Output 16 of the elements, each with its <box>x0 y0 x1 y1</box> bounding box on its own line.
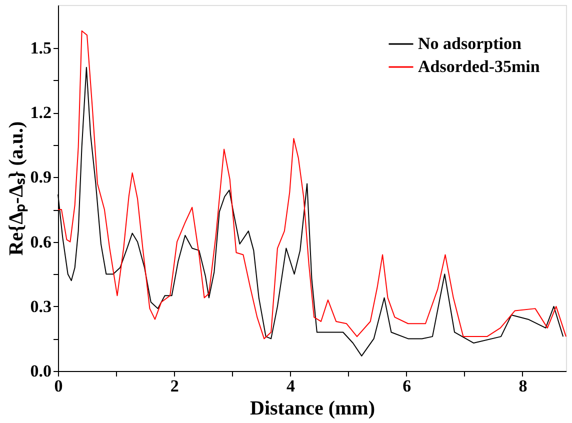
line-series <box>58 30 566 340</box>
y-tick-label: 0.9 <box>30 168 52 187</box>
x-axis-title: Distance (mm) <box>250 398 375 420</box>
y-tick-label: 1.5 <box>30 38 52 58</box>
x-tick-label: 6 <box>402 376 412 396</box>
y-tick-label: 0.0 <box>30 362 52 380</box>
legend-label: Adsorded-35min <box>418 57 540 76</box>
x-tick-label: 0 <box>54 376 63 396</box>
y-tick-label: 0.3 <box>30 296 52 316</box>
x-tick-label: 8 <box>518 376 528 396</box>
y-tick-label: 0.6 <box>30 232 52 252</box>
y-axis-title: Re{Δₚ-Δₛ} (a.u.) <box>5 121 28 256</box>
legend-label: No adsorption <box>418 34 522 53</box>
y-tick-label: 1.2 <box>30 103 52 122</box>
x-tick-label: 4 <box>286 376 296 396</box>
x-tick-label: 2 <box>170 376 179 396</box>
